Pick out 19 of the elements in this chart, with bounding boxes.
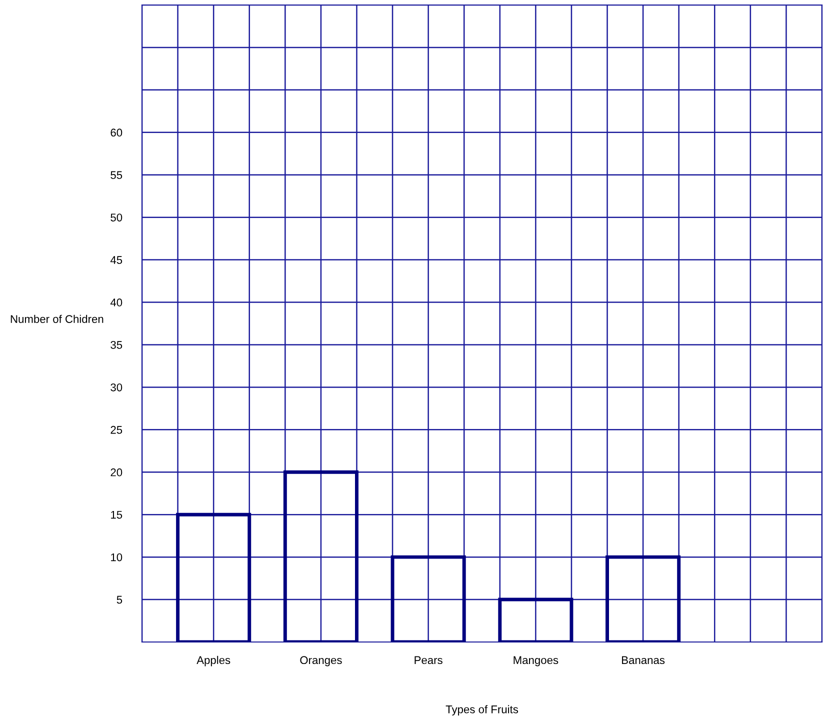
x-tick-label: Bananas	[622, 656, 665, 664]
y-tick-label: 15	[111, 510, 122, 519]
y-tick-label: 20	[110, 468, 122, 476]
y-tick-label: 10	[111, 553, 122, 562]
y-tick-label: 50	[110, 214, 122, 222]
y-tick-label: 5	[116, 596, 122, 604]
y-tick-label: 40	[110, 298, 122, 306]
x-tick-label: Pears	[414, 656, 442, 664]
x-tick-label: Oranges	[300, 656, 342, 666]
x-tick-label: Apples	[196, 656, 230, 666]
y-tick-label: 35	[110, 341, 122, 349]
x-axis-title: Types of Fruits	[446, 705, 518, 716]
y-tick-label: 45	[110, 256, 122, 264]
y-tick-label: 55	[110, 171, 122, 179]
y-axis-title: Number of Chidren	[10, 314, 104, 323]
x-tick-label: Mangoes	[514, 656, 558, 666]
y-tick-label: 25	[110, 426, 122, 434]
y-tick-label: 60	[110, 128, 122, 137]
y-tick-label: 30	[110, 383, 122, 392]
